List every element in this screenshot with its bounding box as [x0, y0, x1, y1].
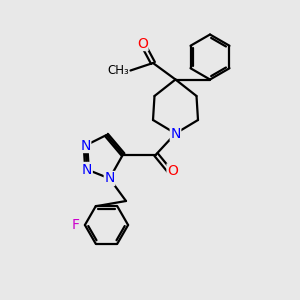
Text: N: N — [170, 127, 181, 140]
Text: F: F — [72, 218, 80, 232]
Text: O: O — [137, 37, 148, 50]
Text: CH₃: CH₃ — [107, 64, 129, 77]
Text: N: N — [80, 139, 91, 152]
Text: O: O — [167, 164, 178, 178]
Text: N: N — [82, 163, 92, 176]
Text: N: N — [104, 172, 115, 185]
